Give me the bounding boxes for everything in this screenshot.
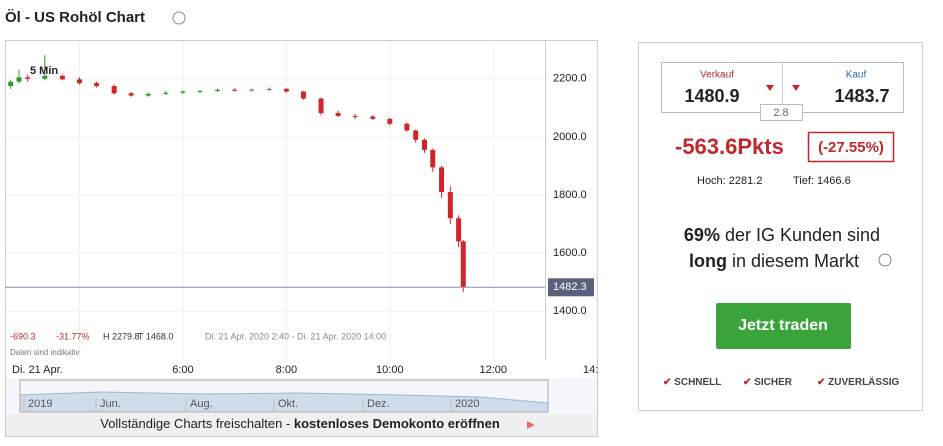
candle-body [456, 218, 462, 242]
x-tick-label: 14:00 [583, 364, 611, 376]
candle-body [352, 115, 358, 117]
buy-label[interactable]: Kauf [846, 70, 867, 81]
nav-label: 2020 [455, 398, 479, 410]
last-price-label: 1482.3 [553, 281, 587, 293]
sentiment-text: in diesem Markt [727, 251, 859, 271]
navigator-window[interactable] [19, 379, 549, 413]
sentiment-long: long [689, 251, 727, 271]
candle-body [232, 89, 238, 91]
candle-body [447, 192, 453, 219]
date-bg [6, 362, 92, 378]
change-pct: (-27.55%) [818, 139, 884, 156]
candle-body [421, 139, 427, 150]
check: ✔ ZUVERLÄSSIG [817, 375, 900, 388]
check-text: SCHNELL [674, 377, 721, 388]
candle-body [8, 81, 14, 87]
footer[interactable]: Vollständige Charts freischalten - koste… [100, 416, 500, 431]
candle-body [460, 241, 466, 288]
candle-body [370, 116, 376, 119]
stat: -31.77% [56, 331, 90, 341]
stat: Di. 21 Apr. 2020 2:40 - Di. 21 Apr. 2020… [205, 331, 386, 341]
title: Öl - US Rohöl Chart [5, 9, 145, 26]
candle-body [16, 77, 22, 82]
candle-body [197, 90, 203, 92]
candle-body [404, 123, 410, 131]
candle-body [215, 89, 221, 91]
nav-label: Jun. [100, 398, 121, 410]
nav-label: 2019 [28, 398, 52, 410]
y-tick-label: 2000.0 [553, 131, 587, 143]
footer-link[interactable]: kostenloses Demokonto eröffnen [294, 416, 500, 431]
candle-body [335, 113, 341, 116]
sentiment-text: der IG Kunden sind [720, 225, 880, 245]
high: Hoch: 2281.2 [697, 175, 762, 187]
candle-body [249, 89, 255, 91]
candle-body [42, 75, 48, 79]
candle-body [318, 98, 324, 114]
chart-frame [5, 40, 598, 437]
sell-price[interactable]: 1480.9 [684, 86, 739, 106]
candle-body [300, 91, 306, 99]
candle-body [128, 93, 134, 96]
arrow [527, 421, 535, 429]
candle-body [111, 86, 117, 94]
y-tick-label: 2200.0 [553, 73, 587, 85]
spread-box [760, 104, 803, 121]
panel [638, 42, 923, 411]
interval: 5 Min [30, 65, 58, 77]
candle-body [145, 93, 151, 96]
info-icon[interactable] [878, 253, 892, 267]
candle-body [180, 91, 186, 93]
x-tick-label: 10:00 [376, 364, 404, 376]
note: Daten sind indikativ [10, 348, 79, 357]
spread: 2.8 [773, 107, 788, 119]
info-icon[interactable] [172, 11, 186, 25]
x-tick-label: 12:00 [480, 364, 508, 376]
nav-label: Aug. [190, 398, 213, 410]
change-pct-box [807, 131, 895, 163]
last-price-box [548, 278, 594, 297]
candle-body [439, 167, 445, 193]
buy-price[interactable]: 1483.7 [834, 86, 889, 106]
sell-arrow [766, 85, 774, 91]
change: -563.6Pkts [675, 134, 784, 159]
candle-body [430, 149, 436, 168]
sentiment-pct: 69% [684, 225, 720, 245]
nav-label: Okt. [278, 398, 298, 410]
sell-label[interactable]: Verkauf [700, 70, 734, 81]
candle-body [59, 75, 65, 80]
candle-body [94, 83, 100, 87]
footer-bar [6, 413, 597, 436]
stat: H 2279.8 [103, 331, 140, 341]
trade-button-label[interactable]: Jetzt traden [738, 317, 828, 334]
candle-body [387, 118, 393, 124]
check-text: ZUVERLÄSSIG [828, 375, 899, 388]
stat: T 1468.0 [138, 331, 173, 341]
footer-text: Vollständige Charts freischalten - [100, 416, 294, 431]
y-tick-label: 1400.0 [553, 305, 587, 317]
candle-body [163, 92, 169, 94]
candle-body [266, 88, 272, 90]
sentiment-2: long in diesem Markt [689, 251, 859, 271]
candle-body [76, 79, 82, 84]
check: ✔ SICHER [743, 377, 793, 388]
stat: -690.3 [10, 331, 36, 341]
x-tick-label: 6:00 [172, 364, 193, 376]
check: ✔ SCHNELL [663, 377, 721, 388]
candle-body [413, 130, 419, 140]
trade-button[interactable] [716, 303, 851, 349]
x-tick-label: 8:00 [276, 364, 297, 376]
y-tick-label: 1600.0 [553, 247, 587, 259]
check-text: SICHER [754, 377, 793, 388]
nav-label: Dez. [367, 398, 390, 410]
candle-body [25, 77, 31, 79]
sentiment-1: 69% der IG Kunden sind [684, 225, 880, 245]
low: Tief: 1466.6 [793, 175, 851, 187]
candle-body [283, 88, 289, 92]
date-label: Di. 21 Apr. [12, 364, 63, 376]
y-tick-label: 1800.0 [553, 189, 587, 201]
buy-arrow [792, 85, 800, 91]
